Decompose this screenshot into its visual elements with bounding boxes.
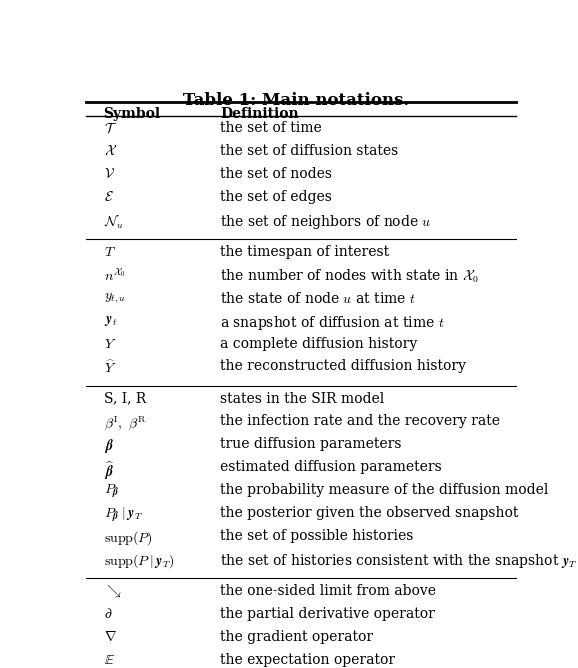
Text: the set of edges: the set of edges <box>220 190 332 204</box>
Text: $\mathcal{T}$: $\mathcal{T}$ <box>103 122 117 136</box>
Text: estimated diffusion parameters: estimated diffusion parameters <box>220 460 442 474</box>
Text: $\partial$: $\partial$ <box>103 607 112 621</box>
Text: the set of diffusion states: the set of diffusion states <box>220 144 398 158</box>
Text: the set of neighbors of node $u$: the set of neighbors of node $u$ <box>220 213 432 231</box>
Text: $y_{t,u}$: $y_{t,u}$ <box>103 291 125 305</box>
Text: $P_{\boldsymbol{\beta}}$: $P_{\boldsymbol{\beta}}$ <box>103 483 119 500</box>
Text: $\nabla$: $\nabla$ <box>103 630 117 644</box>
Text: $\mathrm{supp}(P)$: $\mathrm{supp}(P)$ <box>103 529 153 546</box>
Text: the posterior given the observed snapshot: the posterior given the observed snapsho… <box>220 506 518 520</box>
Text: $\boldsymbol{y}_t$: $\boldsymbol{y}_t$ <box>103 314 117 328</box>
Text: $\boldsymbol{\beta}$: $\boldsymbol{\beta}$ <box>103 438 113 456</box>
Text: $T$: $T$ <box>103 245 116 259</box>
Text: $\mathcal{X}$: $\mathcal{X}$ <box>103 144 117 158</box>
Text: $\widehat{\boldsymbol{\beta}}$: $\widehat{\boldsymbol{\beta}}$ <box>103 460 114 482</box>
Text: the set of nodes: the set of nodes <box>220 167 332 181</box>
Text: the expectation operator: the expectation operator <box>220 653 395 667</box>
Text: Definition: Definition <box>220 107 299 121</box>
Text: the number of nodes with state in $\mathcal{X}_0$: the number of nodes with state in $\math… <box>220 268 479 285</box>
Text: $\mathbb{E}$: $\mathbb{E}$ <box>103 653 115 667</box>
Text: the infection rate and the recovery rate: the infection rate and the recovery rate <box>220 414 500 428</box>
Text: the set of time: the set of time <box>220 122 322 136</box>
Text: states in the SIR model: states in the SIR model <box>220 391 384 405</box>
Text: the probability measure of the diffusion model: the probability measure of the diffusion… <box>220 483 549 497</box>
Text: $\searrow$: $\searrow$ <box>103 584 121 600</box>
Text: a complete diffusion history: a complete diffusion history <box>220 337 417 351</box>
Text: $\widehat{Y}$: $\widehat{Y}$ <box>103 359 116 375</box>
Text: $\mathcal{V}$: $\mathcal{V}$ <box>103 167 114 181</box>
Text: $P_{\boldsymbol{\beta}} \mid \boldsymbol{y}_T$: $P_{\boldsymbol{\beta}} \mid \boldsymbol… <box>103 506 143 524</box>
Text: $\beta^{\mathrm{I}},\ \beta^{\mathrm{R}}$: $\beta^{\mathrm{I}},\ \beta^{\mathrm{R}}… <box>103 414 146 432</box>
Text: $n^{\mathcal{X}_0}$: $n^{\mathcal{X}_0}$ <box>103 268 125 284</box>
Text: the one-sided limit from above: the one-sided limit from above <box>220 584 436 598</box>
Text: the partial derivative operator: the partial derivative operator <box>220 607 435 621</box>
Text: true diffusion parameters: true diffusion parameters <box>220 438 402 452</box>
Text: the gradient operator: the gradient operator <box>220 630 373 644</box>
Text: $\mathcal{E}$: $\mathcal{E}$ <box>103 190 113 204</box>
Text: the reconstructed diffusion history: the reconstructed diffusion history <box>220 359 466 373</box>
Text: $\mathrm{supp}(P \mid \boldsymbol{y}_T)$: $\mathrm{supp}(P \mid \boldsymbol{y}_T)$ <box>103 552 175 570</box>
Text: the set of possible histories: the set of possible histories <box>220 529 413 543</box>
Text: Symbol: Symbol <box>103 107 161 121</box>
Text: the state of node $\mathit{u}$ at time $\mathit{t}$: the state of node $\mathit{u}$ at time $… <box>220 291 416 306</box>
Text: $Y$: $Y$ <box>103 337 116 351</box>
Text: the set of histories consistent with the snapshot $\boldsymbol{y}_T$: the set of histories consistent with the… <box>220 552 578 570</box>
Text: Table 1: Main notations.: Table 1: Main notations. <box>183 92 409 109</box>
Text: the timespan of interest: the timespan of interest <box>220 245 389 259</box>
Text: S, I, R: S, I, R <box>103 391 146 405</box>
Text: a snapshot of diffusion at time $\mathit{t}$: a snapshot of diffusion at time $\mathit… <box>220 314 444 332</box>
Text: $\mathcal{N}_u$: $\mathcal{N}_u$ <box>103 213 123 231</box>
